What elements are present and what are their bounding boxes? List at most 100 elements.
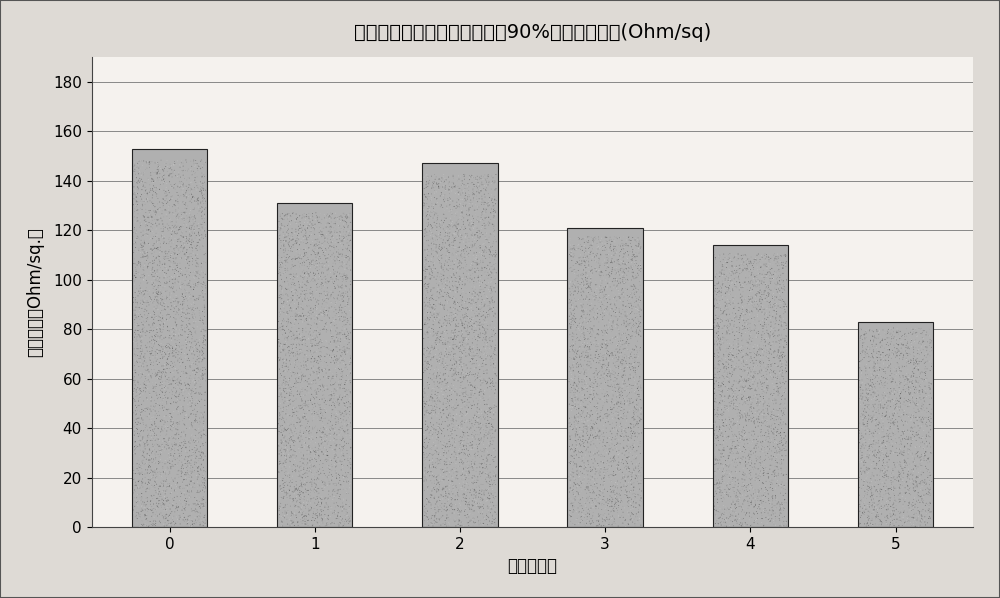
Point [880,401,896,411]
Point [334,383,350,392]
Point [187,327,203,337]
Point [452,291,468,300]
Point [569,301,585,311]
Point [758,346,774,356]
Point [302,258,318,267]
Point [280,506,296,515]
Point [299,276,315,286]
Point [137,478,153,488]
Point [195,410,211,419]
Point [616,309,632,319]
Point [752,470,768,480]
Point [735,435,751,445]
Point [417,282,433,292]
Point [174,279,190,289]
Point [778,344,794,353]
Point [134,471,150,480]
Point [867,405,883,414]
Point [588,407,604,417]
Point [458,246,474,256]
Point [139,251,155,261]
Point [309,508,325,517]
Point [725,344,741,353]
Point [127,351,143,361]
Point [453,395,469,404]
Point [865,481,881,491]
Point [443,457,459,467]
Point [197,518,213,528]
Point [161,338,177,348]
Point [488,196,504,205]
Point [437,312,453,322]
Point [275,413,291,422]
Point [706,286,722,295]
Point [734,336,750,346]
Point [487,235,503,245]
Point [895,466,911,475]
Point [891,469,907,479]
Point [452,344,468,354]
Point [721,453,737,463]
Point [625,398,641,407]
Point [143,343,159,352]
Point [628,273,644,283]
Point [447,400,463,410]
Point [334,505,350,515]
Point [482,441,498,450]
Point [303,240,319,249]
Point [724,499,740,509]
Point [707,457,723,466]
Point [168,205,184,215]
Point [750,417,766,427]
Point [145,256,161,266]
Point [853,389,869,399]
Point [894,440,910,449]
Point [424,254,440,264]
Point [280,214,296,224]
Point [485,466,501,475]
Point [598,266,614,275]
Point [896,443,912,452]
Point [278,359,294,368]
Point [763,341,779,350]
Point [715,324,731,333]
Point [628,363,644,373]
Point [758,252,774,261]
Point [580,327,596,337]
Point [451,457,467,467]
Point [479,456,495,466]
Point [162,388,178,397]
Point [599,281,615,291]
Point [858,463,874,472]
Point [324,422,340,432]
Point [718,309,734,319]
Point [184,421,200,431]
Point [620,519,636,529]
Point [582,243,598,252]
Point [144,468,160,477]
Point [169,503,185,512]
Point [632,303,648,313]
Point [603,338,619,348]
Point [462,386,478,395]
Point [763,285,779,295]
Point [156,434,172,444]
Point [569,514,585,523]
Point [888,386,904,395]
Point [128,518,144,527]
Point [461,332,477,341]
Point [293,443,309,453]
Point [194,178,210,188]
Point [334,274,350,283]
Point [417,310,433,320]
Point [585,390,601,400]
Point [187,504,203,514]
Point [313,226,329,236]
Point [919,392,935,401]
Point [883,513,899,523]
Point [421,352,437,362]
Point [432,345,448,355]
Point [765,414,781,423]
Point [718,361,734,370]
Point [144,420,160,430]
